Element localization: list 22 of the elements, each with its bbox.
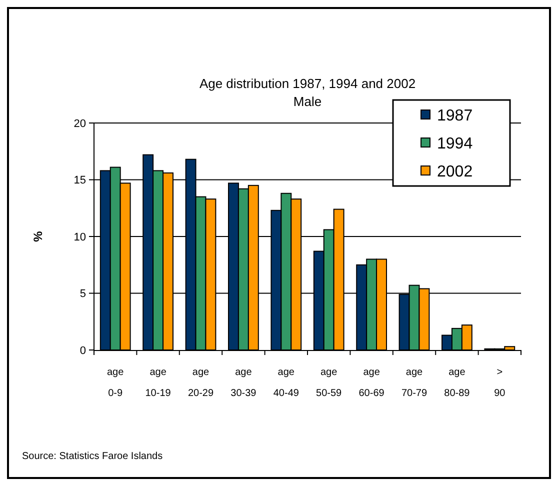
x-tick-label: age 30-39 [230, 367, 257, 399]
y-tick-label: 0 [80, 344, 86, 357]
x-tick-label: age 50-59 [316, 367, 342, 399]
legend-label: 1987 [437, 108, 473, 125]
x-tick-label: age 0-9 [107, 367, 124, 399]
y-tick-label: 5 [80, 288, 86, 300]
y-tick-label: 15 [74, 174, 86, 187]
x-tick-label: age 70-79 [401, 367, 428, 399]
x-tick-label: age 60-69 [358, 367, 385, 399]
x-tick-label: > 90 [494, 367, 506, 399]
y-tick-label: 20 [74, 118, 86, 130]
source-note: Source: Statistics Faroe Islands [22, 451, 163, 462]
x-tick-label: age 10-19 [145, 367, 172, 399]
x-tick-label: age 20-29 [188, 367, 214, 399]
y-axis-title: % [31, 230, 45, 242]
legend-label: 2002 [437, 164, 473, 181]
x-tick-label: age 40-49 [273, 367, 300, 399]
chart-subtitle: Male [293, 94, 322, 109]
chart-title: Age distribution 1987, 1994 and 2002 [199, 76, 416, 91]
y-tick-label: 10 [74, 231, 86, 244]
x-tick-label: age 80-89 [444, 367, 470, 399]
legend-label: 1994 [437, 136, 473, 153]
